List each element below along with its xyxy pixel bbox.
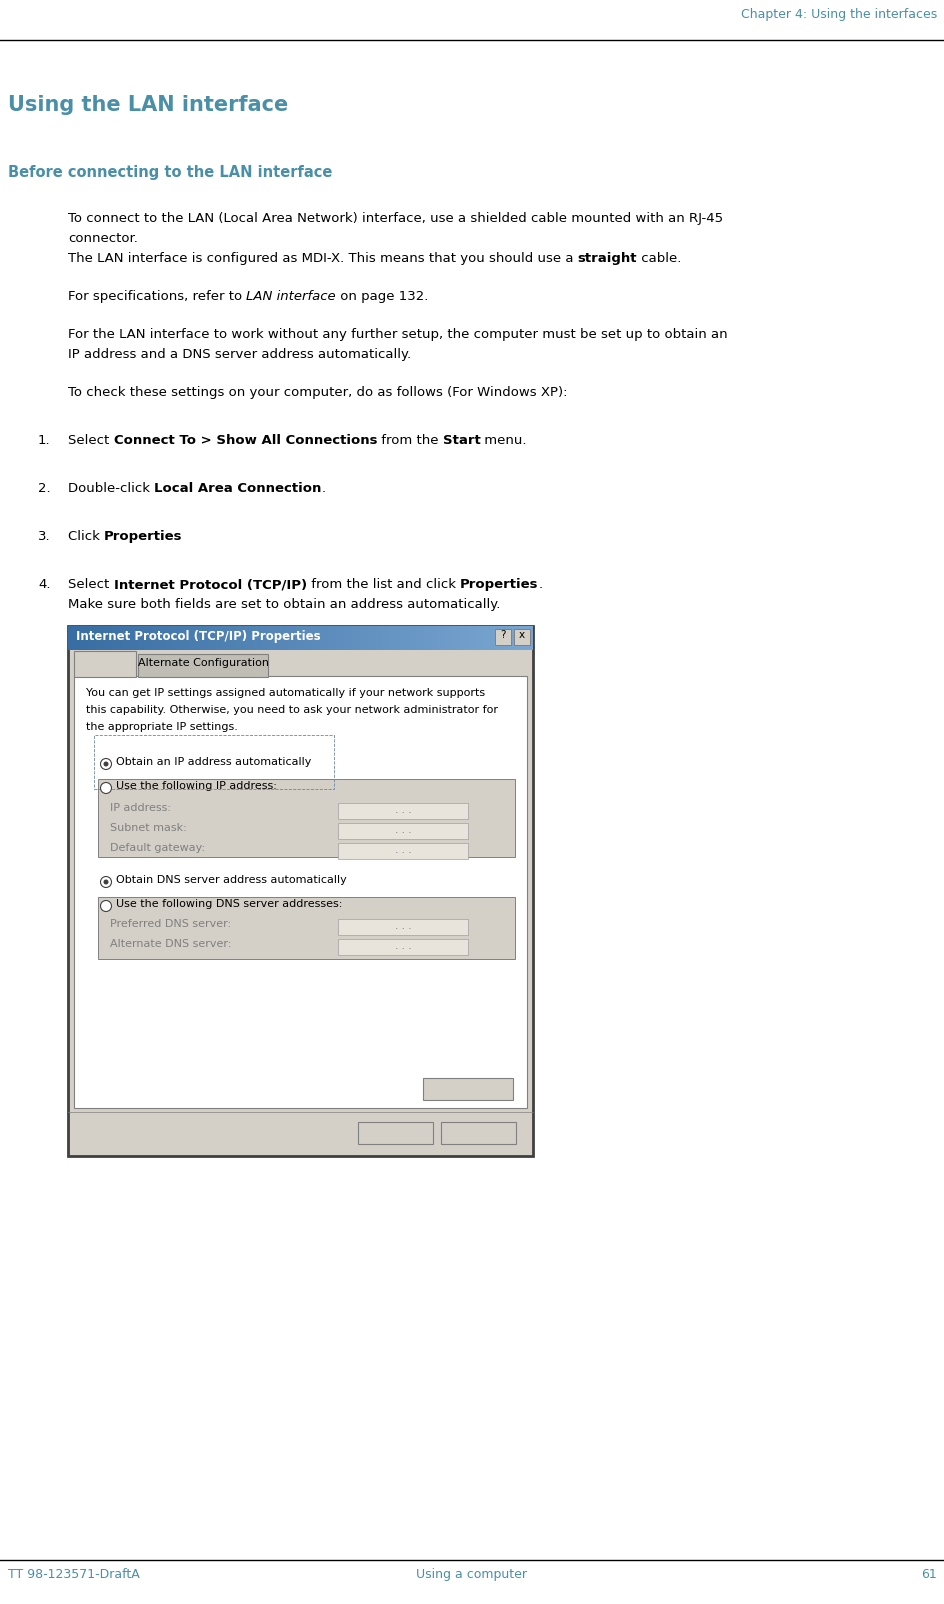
Text: Connect To > Show All Connections: Connect To > Show All Connections — [113, 435, 377, 448]
Text: the appropriate IP settings.: the appropriate IP settings. — [86, 722, 238, 731]
Text: Properties: Properties — [104, 529, 182, 544]
Bar — [423, 1078, 513, 1100]
Text: menu.: menu. — [480, 435, 527, 448]
Bar — [98, 897, 514, 959]
Text: 2.: 2. — [38, 481, 51, 496]
Text: .: . — [321, 481, 326, 496]
Circle shape — [100, 783, 111, 794]
Text: Internet Protocol (TCP/IP): Internet Protocol (TCP/IP) — [113, 577, 306, 590]
Text: Default gateway:: Default gateway: — [110, 844, 205, 853]
Text: Alternate DNS server:: Alternate DNS server: — [110, 938, 231, 950]
Circle shape — [100, 900, 111, 911]
Bar — [98, 780, 514, 857]
Text: Local Area Connection: Local Area Connection — [154, 481, 321, 496]
Text: LAN interface: LAN interface — [246, 290, 336, 303]
Text: Internet Protocol (TCP/IP) Properties: Internet Protocol (TCP/IP) Properties — [76, 630, 320, 643]
Circle shape — [100, 876, 111, 887]
Text: Use the following IP address:: Use the following IP address: — [116, 781, 277, 791]
Text: OK: OK — [387, 1126, 404, 1139]
Text: 4.: 4. — [38, 577, 50, 590]
Bar — [338, 938, 467, 954]
Text: Start: Start — [443, 435, 480, 448]
Bar — [441, 1123, 515, 1144]
Text: Using a computer: Using a computer — [416, 1569, 527, 1582]
Text: Chapter 4: Using the interfaces: Chapter 4: Using the interfaces — [740, 8, 936, 21]
Text: cable.: cable. — [636, 252, 681, 265]
Bar — [338, 804, 467, 820]
Text: TT 98-123571-DraftA: TT 98-123571-DraftA — [8, 1569, 140, 1582]
Text: 3.: 3. — [38, 529, 51, 544]
FancyBboxPatch shape — [74, 651, 136, 677]
Text: from the: from the — [377, 435, 443, 448]
Text: IP address and a DNS server address automatically.: IP address and a DNS server address auto… — [68, 348, 411, 361]
Bar — [338, 844, 467, 860]
Text: Before connecting to the LAN interface: Before connecting to the LAN interface — [8, 165, 332, 180]
Text: For the LAN interface to work without any further setup, the computer must be se: For the LAN interface to work without an… — [68, 327, 727, 342]
Text: For specifications, refer to: For specifications, refer to — [68, 290, 246, 303]
Text: The LAN interface is configured as MDI-X. This means that you should use a: The LAN interface is configured as MDI-X… — [68, 252, 577, 265]
Bar — [495, 629, 511, 645]
Text: . . .: . . . — [395, 845, 411, 855]
Bar — [338, 823, 467, 839]
Bar — [68, 626, 532, 1156]
Text: Double-click: Double-click — [68, 481, 154, 496]
Circle shape — [104, 879, 109, 884]
Text: Use the following DNS server addresses:: Use the following DNS server addresses: — [116, 898, 342, 909]
Text: ?: ? — [499, 630, 505, 640]
FancyBboxPatch shape — [138, 654, 268, 677]
Text: Advanced...: Advanced... — [433, 1083, 502, 1096]
Text: To check these settings on your computer, do as follows (For Windows XP):: To check these settings on your computer… — [68, 387, 567, 399]
Text: .: . — [538, 577, 542, 590]
Bar — [338, 919, 467, 935]
Text: Select: Select — [68, 577, 113, 590]
Text: . . .: . . . — [395, 805, 411, 815]
Text: x: x — [518, 630, 525, 640]
Text: . . .: . . . — [395, 921, 411, 930]
Text: 1.: 1. — [38, 435, 51, 448]
Text: To connect to the LAN (Local Area Network) interface, use a shielded cable mount: To connect to the LAN (Local Area Networ… — [68, 212, 722, 225]
Circle shape — [104, 762, 109, 767]
Text: from the list and click: from the list and click — [306, 577, 460, 590]
Text: this capability. Otherwise, you need to ask your network administrator for: this capability. Otherwise, you need to … — [86, 706, 497, 715]
Text: . . .: . . . — [395, 824, 411, 836]
Text: Properties: Properties — [460, 577, 538, 590]
Text: Click: Click — [68, 529, 104, 544]
Text: connector.: connector. — [68, 233, 138, 245]
Text: Using the LAN interface: Using the LAN interface — [8, 95, 288, 115]
Text: Subnet mask:: Subnet mask: — [110, 823, 187, 832]
Text: IP address:: IP address: — [110, 804, 171, 813]
Text: Obtain DNS server address automatically: Obtain DNS server address automatically — [116, 876, 346, 885]
Text: Preferred DNS server:: Preferred DNS server: — [110, 919, 231, 929]
Bar — [358, 1123, 432, 1144]
Text: Make sure both fields are set to obtain an address automatically.: Make sure both fields are set to obtain … — [68, 598, 499, 611]
Bar — [514, 629, 530, 645]
Text: 61: 61 — [920, 1569, 936, 1582]
Circle shape — [100, 759, 111, 770]
Text: Alternate Configuration: Alternate Configuration — [138, 658, 268, 667]
Text: General: General — [83, 654, 126, 666]
Bar — [74, 675, 527, 1108]
Text: . . .: . . . — [395, 942, 411, 951]
Text: Obtain an IP address automatically: Obtain an IP address automatically — [116, 757, 311, 767]
Text: straight: straight — [577, 252, 636, 265]
Text: on page 132.: on page 132. — [336, 290, 428, 303]
Text: Cancel: Cancel — [459, 1126, 498, 1139]
Text: You can get IP settings assigned automatically if your network supports: You can get IP settings assigned automat… — [86, 688, 484, 698]
Text: Select: Select — [68, 435, 113, 448]
